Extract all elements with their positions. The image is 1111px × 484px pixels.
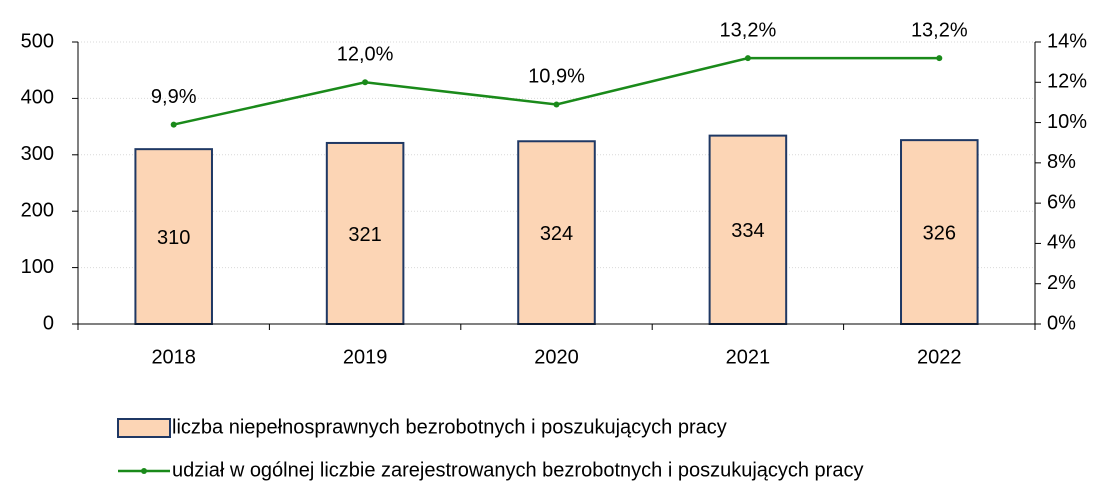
y-tick-label: 0 <box>43 312 54 334</box>
legend-label: liczba niepełnosprawnych bezrobotnych i … <box>172 416 727 438</box>
x-tick-label: 2020 <box>534 346 579 368</box>
bar-value-label: 324 <box>540 223 573 245</box>
bar <box>325 141 405 325</box>
x-tick-label: 2022 <box>917 346 962 368</box>
y-tick-label: 500 <box>21 30 54 52</box>
line-point <box>553 101 560 108</box>
bar-value-label: 334 <box>731 220 764 242</box>
legend-marker <box>141 468 147 474</box>
bar <box>134 148 213 325</box>
y-tick-label: 400 <box>21 87 54 109</box>
y2-tick-label: 6% <box>1047 191 1076 213</box>
line-value-label: 10,9% <box>528 66 585 88</box>
y2-tick-label: 10% <box>1047 111 1087 133</box>
line-value-label: 13,2% <box>720 19 777 41</box>
y2-tick-label: 0% <box>1047 312 1076 334</box>
y-tick-label: 200 <box>21 199 54 221</box>
y2-tick-label: 12% <box>1047 71 1087 93</box>
y2-tick-label: 2% <box>1047 272 1076 294</box>
y2-tick-label: 4% <box>1047 232 1076 254</box>
line-point <box>744 55 751 62</box>
x-tick-label: 2019 <box>343 346 388 368</box>
line-value-label: 13,2% <box>911 19 968 41</box>
line-value-label: 9,9% <box>151 86 197 108</box>
bar-value-label: 326 <box>923 222 956 244</box>
y-tick-label: 300 <box>21 143 54 165</box>
y-tick-label: 100 <box>21 256 54 278</box>
y2-tick-label: 8% <box>1047 151 1076 173</box>
bar-value-label: 310 <box>157 227 190 249</box>
bar-value-label: 321 <box>348 224 381 246</box>
legend-label: udział w ogólnej liczbie zarejestrowanyc… <box>172 459 863 481</box>
legend-swatch <box>117 418 171 438</box>
line-point <box>170 121 177 128</box>
line-value-label: 12,0% <box>337 44 394 66</box>
line-point <box>362 79 369 86</box>
line-point <box>936 55 943 62</box>
x-tick-label: 2021 <box>726 346 771 368</box>
y2-tick-label: 14% <box>1047 30 1087 52</box>
x-tick-label: 2018 <box>151 346 196 368</box>
